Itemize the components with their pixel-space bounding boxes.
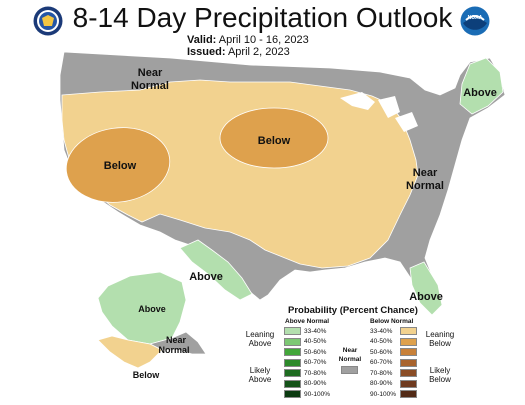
legend-below-range: 70-80% xyxy=(370,369,393,377)
legend-above-range: 90-100% xyxy=(304,390,331,398)
legend-above-range: 80-90% xyxy=(304,380,327,387)
legend-above-range: 60-70% xyxy=(304,359,327,366)
label-above-ak: Above xyxy=(138,304,166,314)
below-40-50-west-region xyxy=(65,127,171,203)
label-above-fl: Above xyxy=(409,291,443,303)
legend-near-normal-1: Near xyxy=(342,347,358,354)
legend-above-swatch xyxy=(284,358,301,367)
legend-likely-above-2: Above xyxy=(248,375,272,384)
label-below-ak: Below xyxy=(133,370,161,380)
legend-near-normal-swatch xyxy=(341,366,358,374)
legend-leaning-below: Leaning Below xyxy=(420,330,460,348)
legend-near-normal: Near Normal xyxy=(333,346,367,364)
legend-below-swatch xyxy=(400,327,417,335)
above-tx-region xyxy=(179,239,253,301)
legend-title: Probability (Percent Chance) xyxy=(288,305,418,316)
label-below-central: Below xyxy=(258,135,291,147)
legend-below-range: 80-90% xyxy=(370,380,393,387)
legend-below-range: 90-100% xyxy=(370,390,397,398)
legend-below-range: 60-70% xyxy=(370,359,393,366)
label-near-normal-nw-1: Near xyxy=(138,67,163,79)
label-near-normal-east-2: Normal xyxy=(406,180,444,192)
valid-line: Valid: April 10 - 16, 2023 xyxy=(187,34,309,46)
legend-below-range: 50-60% xyxy=(370,348,393,356)
issued-line: Issued: April 2, 2023 xyxy=(187,46,290,58)
legend-likely-above: Likely Above xyxy=(240,366,280,384)
issued-label: Issued: xyxy=(187,46,226,58)
below-40-50-central-region xyxy=(219,107,329,169)
legend-above-range: 33-40% xyxy=(304,327,327,335)
legend-above-swatch xyxy=(284,337,301,346)
legend-leaning-below-2: Below xyxy=(429,339,451,348)
legend-above-swatch xyxy=(284,348,301,356)
legend-above-swatch xyxy=(284,369,301,377)
label-above-tx: Above xyxy=(189,271,223,283)
legend-below-swatch xyxy=(400,337,417,346)
legend-below-swatch xyxy=(400,379,417,388)
legend-leaning-above-1: Leaning xyxy=(245,330,275,339)
valid-label: Valid: xyxy=(187,34,217,46)
legend-leaning-above-2: Above xyxy=(248,339,272,348)
legend-below-range: 33-40% xyxy=(370,327,393,335)
noaa-logo-icon: NOAA xyxy=(460,6,490,36)
legend-below-swatch xyxy=(400,348,417,356)
legend-likely-above-1: Likely xyxy=(249,366,271,375)
legend-above-range: 70-80% xyxy=(304,369,327,377)
legend-above-range: 50-60% xyxy=(304,348,327,356)
legend-above-header: Above Normal xyxy=(285,318,330,325)
alaska-near-normal-region xyxy=(148,331,207,355)
legend-above-swatch xyxy=(284,390,301,398)
great-lakes xyxy=(340,92,418,132)
legend-below-swatch xyxy=(400,369,417,377)
legend-likely-below-2: Below xyxy=(429,375,451,384)
label-near-normal-east-1: Near xyxy=(413,167,438,179)
below-33-40-region xyxy=(61,79,419,269)
legend-above-swatch xyxy=(284,379,301,388)
map-title: 8-14 Day Precipitation Outlook xyxy=(72,2,453,33)
legend-above-range: 40-50% xyxy=(304,338,327,345)
label-near-normal-ak-2: Normal xyxy=(158,345,189,355)
label-above-ne: Above xyxy=(463,87,497,99)
legend-below-header: Below Normal xyxy=(370,318,414,325)
noaa-logo-text: NOAA xyxy=(468,15,483,21)
valid-dates: April 10 - 16, 2023 xyxy=(218,34,309,46)
legend-likely-below-1: Likely xyxy=(429,366,451,375)
legend-near-normal-2: Normal xyxy=(338,356,362,363)
issued-date: April 2, 2023 xyxy=(227,46,290,58)
doc-seal-icon xyxy=(33,6,63,36)
legend-below-range: 40-50% xyxy=(370,338,393,345)
label-below-west: Below xyxy=(104,160,137,172)
label-near-normal-ak-1: Near xyxy=(166,335,187,345)
above-ne-region xyxy=(459,57,504,115)
above-fl-region xyxy=(409,261,443,316)
legend-above-swatch xyxy=(284,327,301,335)
legend-below-swatch xyxy=(400,358,417,367)
legend-likely-below: Likely Below xyxy=(420,366,460,384)
legend-leaning-above: Leaning Above xyxy=(240,330,280,348)
legend-below-swatch xyxy=(400,390,417,398)
alaska-below-region xyxy=(97,335,163,369)
legend-leaning-below-1: Leaning xyxy=(425,330,455,339)
label-near-normal-nw-2: Normal xyxy=(131,80,169,92)
